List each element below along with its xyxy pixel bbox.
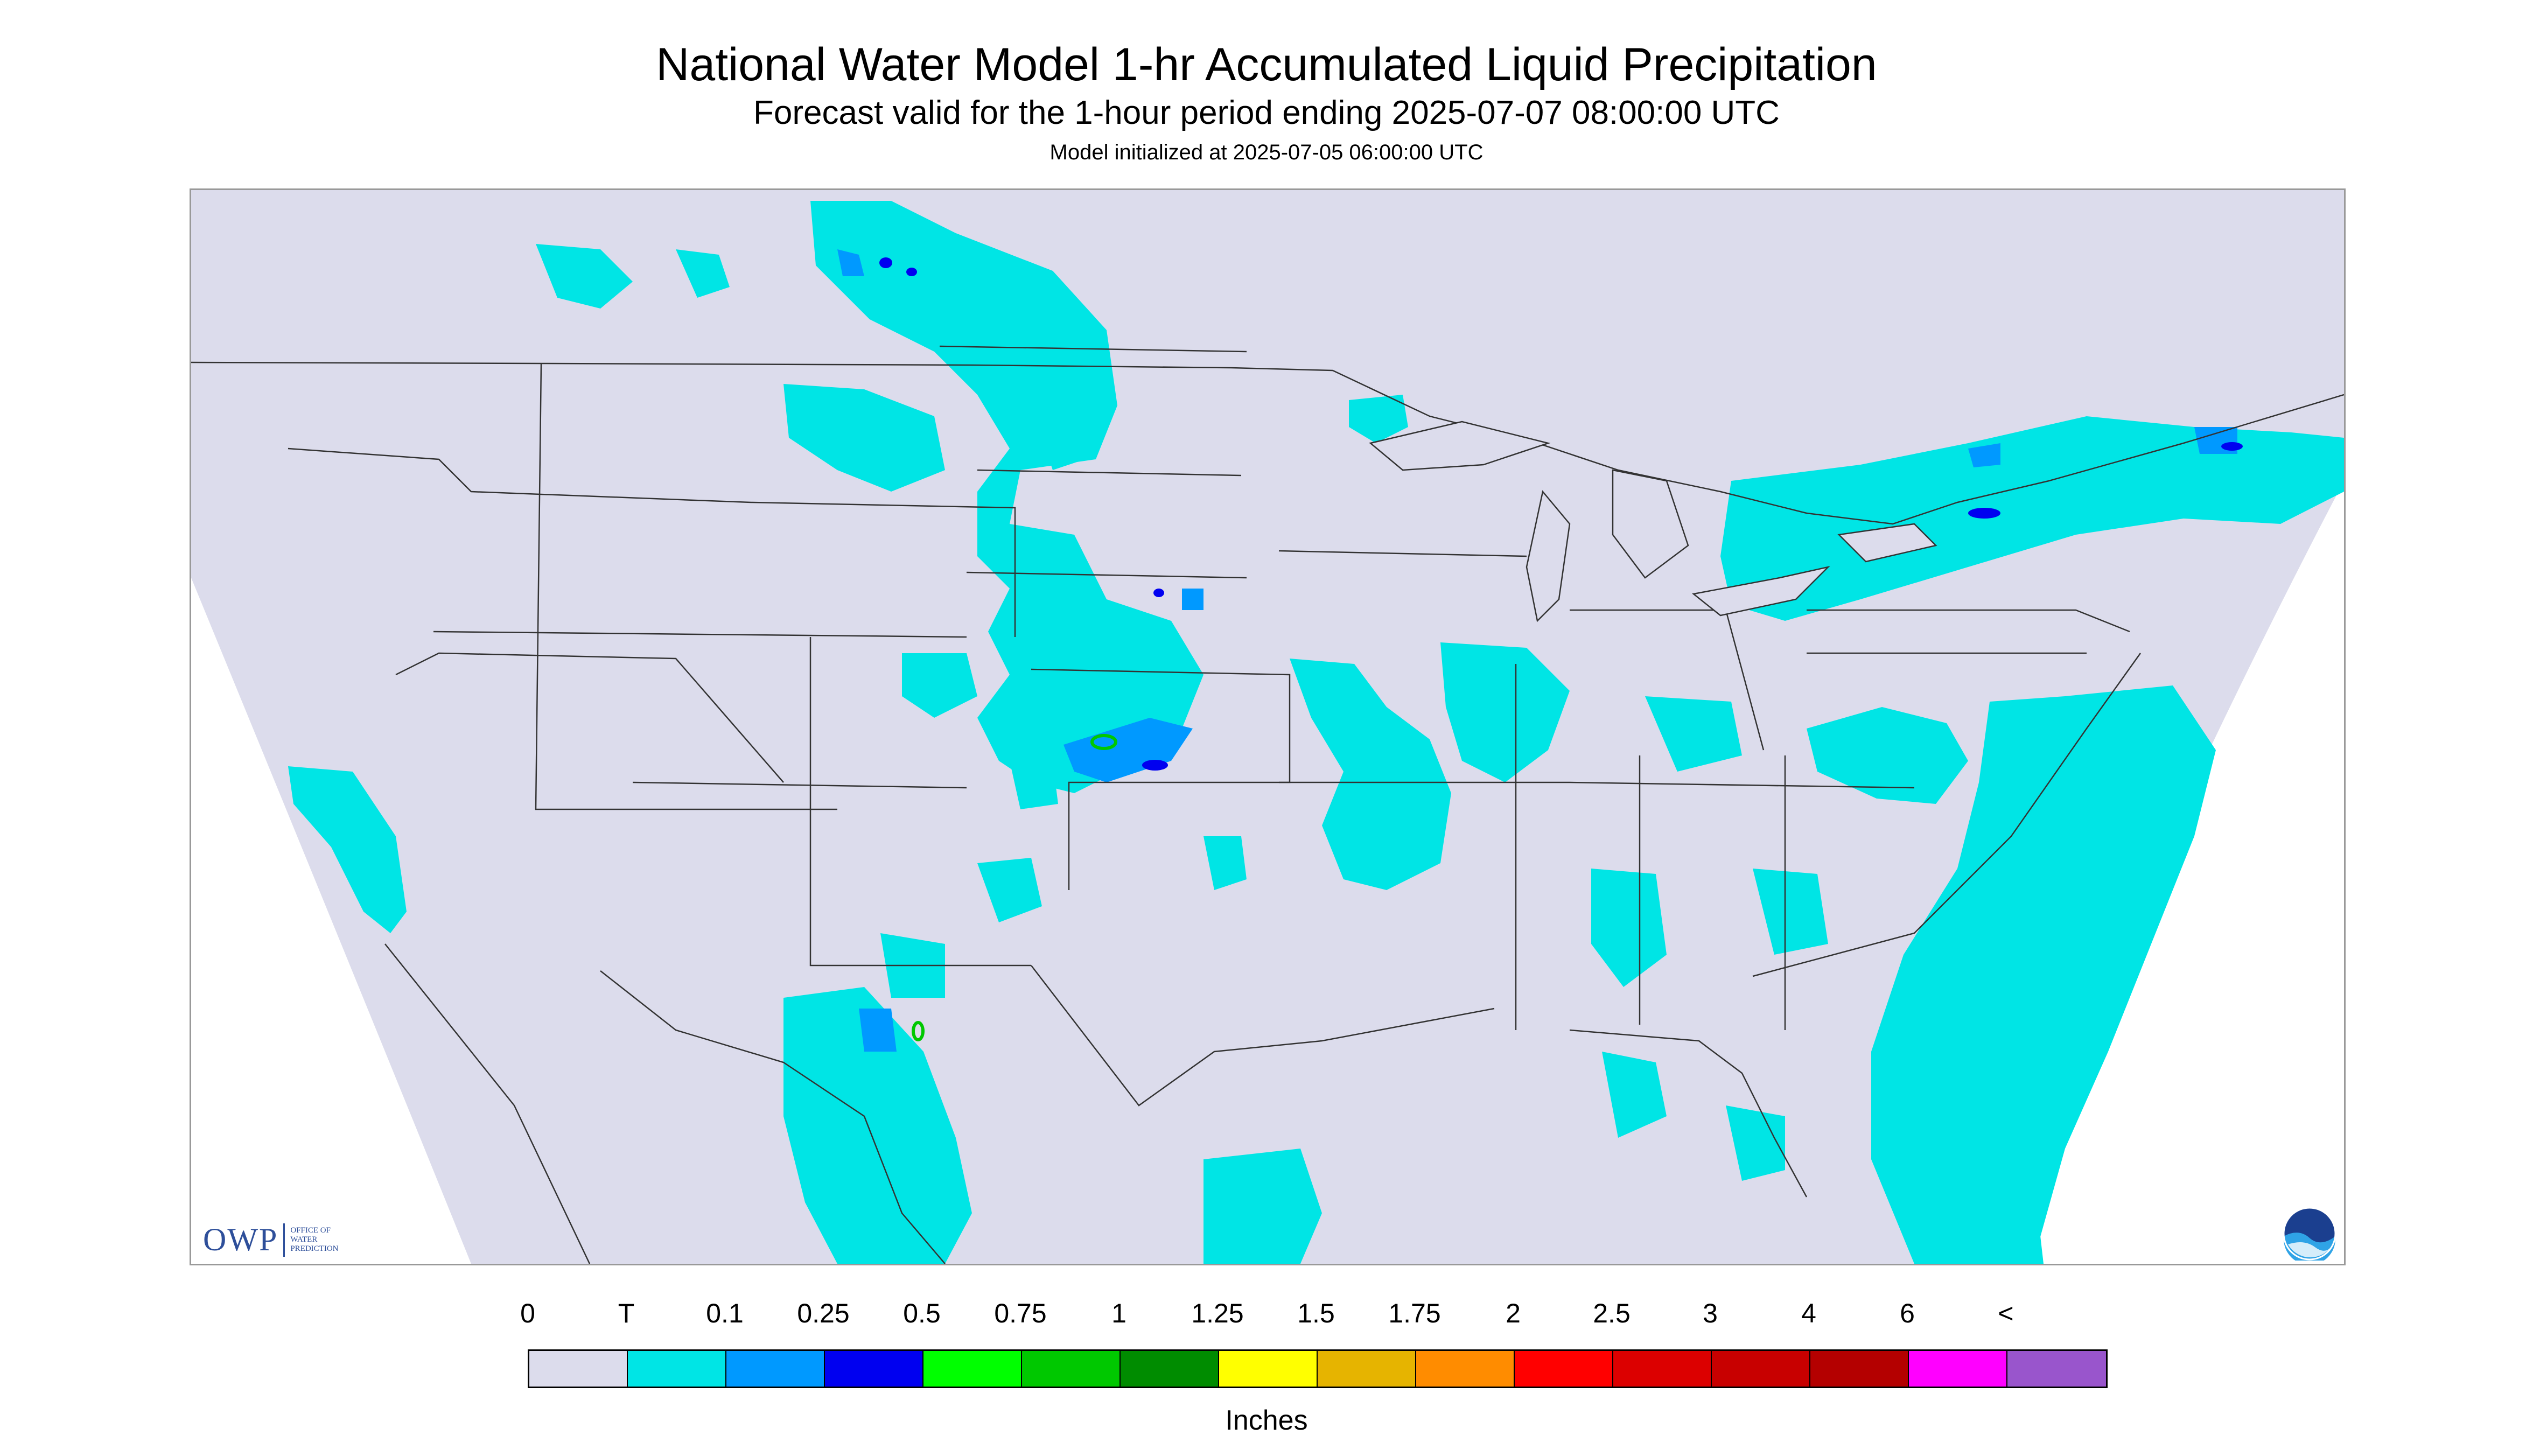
legend-swatch	[1613, 1351, 1712, 1387]
precip-0-5-areas	[912, 734, 1117, 1041]
legend-tick-label: 0.25	[797, 1298, 850, 1328]
legend-tick-label: 0.5	[903, 1298, 941, 1328]
precip-0-1-areas	[837, 249, 2237, 1052]
legend-tick-label: 4	[1801, 1298, 1816, 1328]
precip-0-25-areas	[879, 257, 2243, 771]
precipitation-legend: 0 T 0.1 0.25 0.5 0.75 1 1.25 1.5 1.75 2 2.5 3 4 6 <	[520, 1298, 2108, 1388]
legend-tick-label: 0.75	[994, 1298, 1047, 1328]
legend-swatch	[1416, 1351, 1515, 1387]
great-lakes	[1369, 421, 1937, 622]
legend-swatch	[1810, 1351, 1909, 1387]
legend-swatch	[2007, 1351, 2106, 1387]
forecast-valid-subtitle: Forecast valid for the 1-hour period end…	[753, 94, 1780, 131]
legend-swatch	[726, 1351, 825, 1387]
legend-swatch	[628, 1351, 726, 1387]
legend-tick-label: 1.25	[1191, 1298, 1244, 1328]
legend-tick-label: T	[618, 1298, 635, 1328]
legend-tick-label: 2	[1506, 1298, 1521, 1328]
owp-logo-divider	[283, 1223, 285, 1257]
legend-swatch	[1909, 1351, 2007, 1387]
legend-swatch	[1022, 1351, 1121, 1387]
legend-swatch	[923, 1351, 1022, 1387]
map-canvas	[191, 201, 2344, 1264]
precip-trace-areas	[288, 201, 2344, 1264]
owp-text-line-3: PREDICTION	[290, 1244, 339, 1253]
legend-swatch	[1515, 1351, 1613, 1387]
legend-tick-label: 0.1	[706, 1298, 744, 1328]
legend-tick-label: 2.5	[1593, 1298, 1631, 1328]
owp-logo-text: OFFICE OF WATER PREDICTION	[290, 1226, 338, 1254]
model-init-text: Model initialized at 2025-07-05 06:00:00…	[1049, 141, 1484, 164]
legend-tick-label: 0	[520, 1298, 535, 1328]
owp-text-line-1: OFFICE OF	[290, 1226, 331, 1235]
legend-swatch	[529, 1351, 628, 1387]
owp-logo: OWP OFFICE OF WATER PREDICTION	[203, 1221, 339, 1258]
legend-tick-label: <	[1998, 1298, 2014, 1328]
legend-tick-label: 1.5	[1297, 1298, 1335, 1328]
legend-units: Inches	[1225, 1405, 1308, 1436]
legend-swatch	[1219, 1351, 1318, 1387]
legend-tick-label: 3	[1703, 1298, 1718, 1328]
owp-text-line-2: WATER	[290, 1235, 318, 1244]
map-title: National Water Model 1-hr Accumulated Li…	[656, 39, 1877, 90]
legend-swatch	[825, 1351, 923, 1387]
legend-tick-label: 1.75	[1388, 1298, 1441, 1328]
legend-tick-label: 1	[1111, 1298, 1126, 1328]
legend-swatch	[1318, 1351, 1416, 1387]
legend-tick-label: 6	[1900, 1298, 1915, 1328]
legend-labels: 0 T 0.1 0.25 0.5 0.75 1 1.25 1.5 1.75 2 2.5 3 4 6 <	[520, 1298, 2014, 1335]
owp-logo-mark: OWP	[203, 1222, 278, 1257]
noaa-logo-icon	[2283, 1207, 2336, 1261]
legend-swatch	[1121, 1351, 1219, 1387]
legend-swatch	[1712, 1351, 1810, 1387]
domain-mask-left	[191, 578, 471, 1264]
legend-color-bar	[528, 1349, 2108, 1388]
precipitation-map: OWP OFFICE OF WATER PREDICTION	[190, 188, 2346, 1265]
